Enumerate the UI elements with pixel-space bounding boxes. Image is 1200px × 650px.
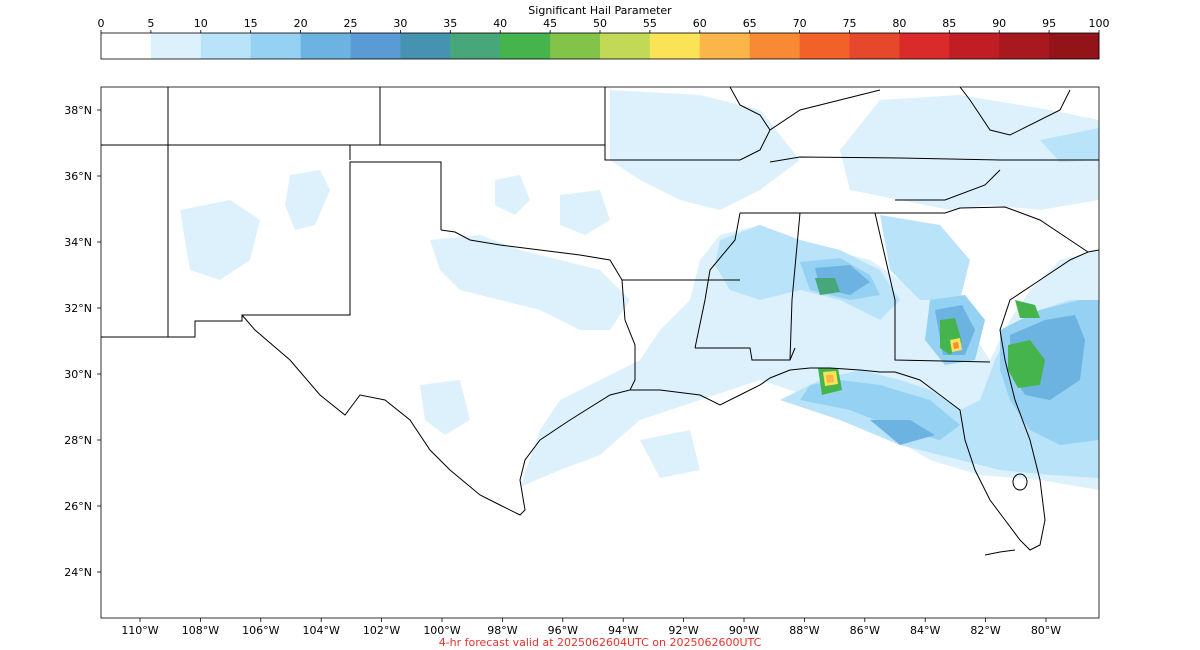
map-frame (100, 86, 1100, 619)
colorbar-swatch (999, 33, 1050, 59)
lat-tick-label: 28°N (64, 434, 92, 447)
lat-tick-label: 36°N (64, 170, 92, 183)
lon-tick-label: 106°W (242, 624, 279, 637)
lon-tick-label: 96°W (548, 624, 578, 637)
state-boundaries-layer (101, 87, 1099, 556)
colorbar-swatch (1049, 33, 1100, 59)
colorbar-swatch (699, 33, 751, 59)
colorbar-swatch (949, 33, 1000, 59)
colorbar-swatch (649, 33, 701, 59)
lon-tick-label: 90°W (729, 624, 759, 637)
lon-tick-label: 88°W (789, 624, 819, 637)
colorbar-tick-label: 100 (1089, 17, 1110, 30)
colorbar-tick-label: 90 (992, 17, 1006, 30)
colorbar-swatch (350, 33, 401, 59)
lon-tick-label: 86°W (850, 624, 880, 637)
lat-tick-label: 38°N (64, 104, 92, 117)
lon-tick-label: 92°W (668, 624, 698, 637)
colorbar-swatch (250, 33, 302, 59)
colorbar-swatch (849, 33, 900, 59)
colorbar-tick-label: 85 (942, 17, 956, 30)
colorbar-tick-label: 35 (443, 17, 457, 30)
colorbar-swatch (400, 33, 451, 59)
colorbar-tick-label: 95 (1042, 17, 1056, 30)
colorbar-swatches (101, 33, 1100, 59)
lat-tick-label: 32°N (64, 302, 92, 315)
colorbar-swatch (799, 33, 850, 59)
colorbar-swatch (899, 33, 950, 59)
colorbar-tick-label: 40 (493, 17, 507, 30)
colorbar-ticks: 0 5 10 15 20 25 30 35 40 45 50 55 60 65 70 75 80 85 90 95 10… (98, 17, 1110, 33)
colorbar-swatch (500, 33, 551, 59)
colorbar-tick-label: 0 (98, 17, 105, 30)
lon-tick-label: 110°W (121, 624, 158, 637)
colorbar-tick-label: 45 (543, 17, 557, 30)
colorbar-swatch (101, 33, 152, 59)
lat-tick-label: 24°N (64, 566, 92, 579)
colorbar-tick-label: 60 (693, 17, 707, 30)
colorbar-swatch (749, 33, 801, 59)
colorbar-tick-label: 20 (294, 17, 308, 30)
lon-tick-label: 98°W (487, 624, 517, 637)
lon-tick-label: 100°W (423, 624, 460, 637)
lat-tick-label: 34°N (64, 236, 92, 249)
colorbar-tick-label: 70 (793, 17, 807, 30)
colorbar-tick-label: 25 (344, 17, 358, 30)
colorbar-tick-label: 55 (643, 17, 657, 30)
colorbar-tick-label: 15 (244, 17, 258, 30)
lon-tick-label: 102°W (363, 624, 400, 637)
colorbar-swatch (200, 33, 252, 59)
forecast-valid-text: 4-hr forecast valid at 2025062604UTC on … (438, 636, 762, 649)
lon-tick-label: 104°W (303, 624, 340, 637)
lon-tick-label: 84°W (910, 624, 940, 637)
colorbar-tick-label: 10 (194, 17, 208, 30)
colorbar-swatch (300, 33, 351, 59)
colorbar-tick-label: 5 (147, 17, 154, 30)
lat-tick-label: 26°N (64, 500, 92, 513)
colorbar-swatch (600, 33, 651, 59)
colorbar-swatch (550, 33, 601, 59)
lat-tick-label: 30°N (64, 368, 92, 381)
colorbar-tick-label: 80 (892, 17, 906, 30)
latitude-ticks: 38°N 36°N 34°N 32°N 30°N 28°N 26°N 24°N (64, 104, 101, 579)
lon-tick-label: 80°W (1031, 624, 1061, 637)
colorbar-tick-label: 65 (743, 17, 757, 30)
colorbar: 0 5 10 15 20 25 30 35 40 45 50 55 60 65 70 75 80 85 90 95 10… (98, 17, 1110, 60)
lon-tick-label: 82°W (970, 624, 1000, 637)
colorbar-swatch (450, 33, 501, 59)
colorbar-title: Significant Hail Parameter (528, 4, 672, 17)
colorbar-tick-label: 50 (593, 17, 607, 30)
hail-field-layer (180, 90, 1099, 490)
lon-tick-label: 108°W (182, 624, 219, 637)
lon-tick-label: 94°W (608, 624, 638, 637)
colorbar-tick-label: 75 (843, 17, 857, 30)
colorbar-tick-label: 30 (393, 17, 407, 30)
longitude-ticks: 110°W 108°W 106°W 104°W 102°W 100°W 98°W 96°W 94… (121, 618, 1061, 637)
colorbar-swatch (150, 33, 202, 59)
